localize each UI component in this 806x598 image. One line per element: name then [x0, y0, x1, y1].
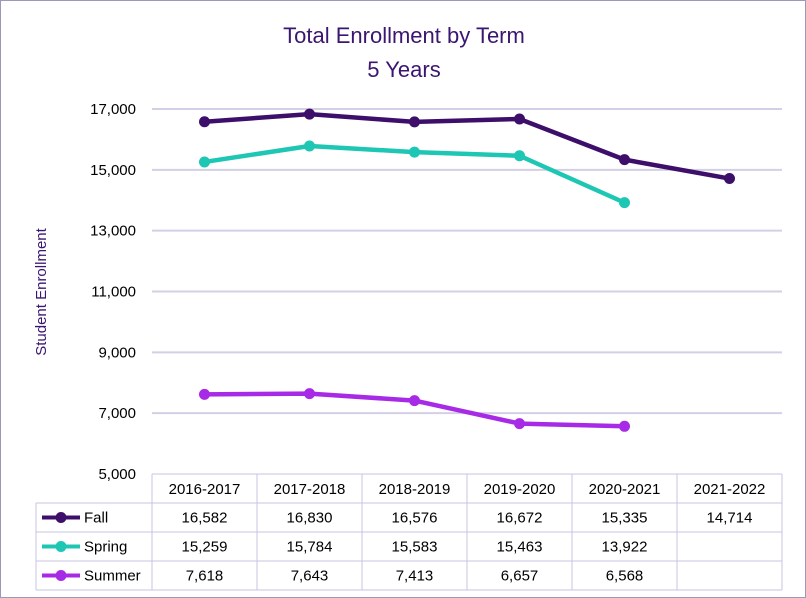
- data-label: 15,463: [497, 539, 543, 556]
- category-label: 2021-2022: [694, 481, 766, 498]
- data-label: 7,643: [291, 568, 329, 585]
- y-axis-ticks: 5,000 7,000 9,000 11,000 13,000 15,000 17,000: [90, 101, 136, 483]
- data-label: 6,568: [606, 568, 644, 585]
- data-point-fall: [199, 116, 210, 128]
- legend-swatch-marker: [55, 541, 67, 552]
- category-label: 2016-2017: [169, 481, 241, 498]
- data-label: 15,259: [182, 539, 228, 556]
- legend-swatch-marker: [55, 570, 67, 581]
- data-point-summer: [514, 418, 525, 430]
- y-tick-label: 13,000: [90, 223, 136, 240]
- data-label: 16,582: [182, 510, 228, 527]
- y-tick-label: 9,000: [98, 344, 136, 361]
- data-label: 15,583: [392, 539, 438, 556]
- data-point-fall: [304, 108, 315, 120]
- category-label: 2018-2019: [379, 481, 451, 498]
- y-tick-label: 17,000: [90, 101, 136, 118]
- data-label: 15,335: [602, 510, 648, 527]
- legend-entry: Summer: [84, 568, 141, 585]
- data-point-fall: [514, 113, 525, 125]
- data-table: 2016-2017 2017-2018 2018-2019 2019-2020 2020…: [35, 473, 783, 591]
- data-label: 16,576: [392, 510, 438, 527]
- data-label: 14,714: [707, 510, 753, 527]
- data-point-summer: [619, 420, 630, 432]
- y-tick-label: 7,000: [98, 405, 136, 422]
- category-label: 2019-2020: [484, 481, 556, 498]
- data-label: 6,657: [501, 568, 539, 585]
- legend-swatch-marker: [55, 512, 67, 523]
- legend-entry: Spring: [84, 539, 127, 556]
- data-point-spring: [409, 146, 420, 158]
- y-tick-label: 5,000: [98, 466, 136, 483]
- series-lines: [199, 108, 735, 432]
- data-label: 15,784: [287, 539, 333, 556]
- data-point-fall: [409, 116, 420, 128]
- data-label: 7,413: [396, 568, 434, 585]
- data-label: 7,618: [186, 568, 224, 585]
- y-axis-label: Student Enrollment: [33, 227, 50, 355]
- data-point-spring: [619, 197, 630, 209]
- data-point-fall: [619, 154, 630, 166]
- data-point-fall: [724, 173, 735, 185]
- data-label: 13,922: [602, 539, 648, 556]
- data-point-spring: [199, 156, 210, 168]
- data-point-spring: [304, 140, 315, 152]
- y-tick-label: 15,000: [90, 162, 136, 179]
- data-point-summer: [199, 388, 210, 400]
- series-line-fall: [202, 111, 732, 181]
- chart-subtitle: 5 Years: [367, 57, 440, 82]
- category-label: 2017-2018: [274, 481, 346, 498]
- legend-entry: Fall: [84, 510, 108, 527]
- data-point-spring: [514, 150, 525, 162]
- y-tick-label: 11,000: [91, 284, 136, 301]
- data-point-summer: [304, 388, 315, 400]
- chart-title: Total Enrollment by Term: [283, 23, 525, 48]
- category-label: 2020-2021: [589, 481, 661, 498]
- data-label: 16,672: [497, 510, 543, 527]
- data-point-summer: [409, 395, 420, 407]
- data-label: 16,830: [287, 510, 333, 527]
- gridlines: [152, 108, 782, 415]
